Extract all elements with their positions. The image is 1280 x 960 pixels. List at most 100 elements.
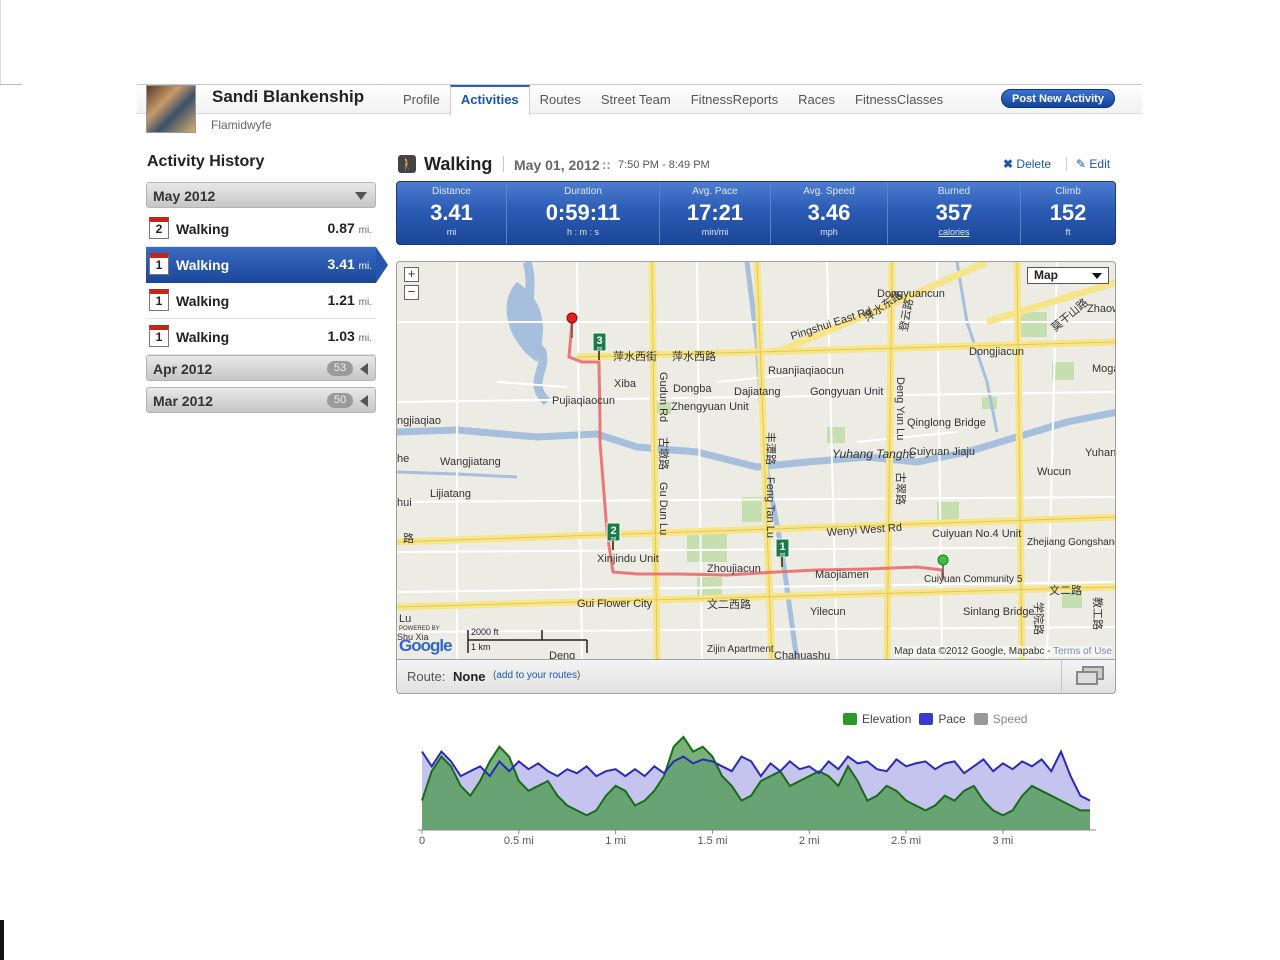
svg-text:ngjiaqiao: ngjiaqiao [397, 415, 441, 427]
count-badge: 53 [327, 361, 353, 376]
month-label: May 2012 [153, 188, 216, 204]
mile-marker-1: 1 mi [775, 538, 790, 567]
chevron-left-icon [360, 395, 368, 407]
month-label: Apr 2012 [153, 361, 213, 377]
zoom-out-button[interactable]: − [404, 285, 419, 300]
svg-text:Wenyi West Rd: Wenyi West Rd [826, 522, 902, 539]
svg-text:文二西路: 文二西路 [707, 597, 751, 611]
start-pin-icon [566, 312, 578, 338]
legend-speed[interactable]: Speed [973, 712, 1027, 726]
activity-distance: 3.41 mi. [327, 256, 372, 272]
svg-text:Dongjiacun: Dongjiacun [969, 346, 1024, 358]
avatar[interactable] [146, 85, 196, 133]
x-tick-label: 0.5 mi [504, 835, 534, 847]
legend-elevation[interactable]: Elevation [843, 712, 911, 726]
legend-pace[interactable]: Pace [919, 712, 966, 726]
fullscreen-icon[interactable] [1061, 660, 1115, 694]
tab-activities[interactable]: Activities [449, 85, 530, 115]
svg-text:Gudun Rd: Gudun Rd [657, 372, 669, 422]
tab-fitness-classes[interactable]: FitnessClasses [855, 92, 944, 107]
edit-button[interactable]: ✎ Edit [1076, 157, 1111, 171]
svg-text:Cuiyuan No.4 Unit: Cuiyuan No.4 Unit [932, 528, 1021, 540]
elevation-pace-chart[interactable]: 0 0.5 mi 1 mi 1.5 mi 2 mi 2.5 mi 3 mi [410, 730, 1110, 850]
x-tick-label: 3 mi [992, 835, 1013, 847]
post-new-activity-button[interactable]: Post New Activity [1001, 89, 1115, 108]
stat-avg-pace: Avg. Pace 17:21 min/mi [660, 182, 771, 244]
x-tick-label: 0 [419, 835, 425, 847]
svg-text:Xiba: Xiba [614, 378, 637, 390]
map-canvas[interactable]: 3 mi 2 mi 1 mi Dongyuancun Dongjiacun Pi… [397, 262, 1116, 660]
svg-text:丰潭路: 丰潭路 [764, 432, 777, 465]
stat-distance: Distance 3.41 mi [397, 182, 507, 244]
activity-distance: 0.87 mi. [327, 220, 372, 236]
activity-distance: 1.03 mi. [327, 328, 372, 344]
chevron-down-icon [1092, 273, 1102, 279]
tab-races[interactable]: Races [798, 92, 836, 107]
svg-text:古翠路: 古翠路 [894, 472, 907, 505]
stat-burned[interactable]: Burned 357 calories [888, 182, 1021, 244]
svg-text:古墩路: 古墩路 [657, 437, 671, 470]
svg-text:Lu: Lu [399, 613, 411, 625]
svg-text:Ruanjiaqiaocun: Ruanjiaqiaocun [768, 365, 844, 377]
svg-text:Gongyuan Unit: Gongyuan Unit [810, 386, 883, 398]
svg-text:教工路: 教工路 [1091, 597, 1104, 630]
svg-text:Pujiaqiaocun: Pujiaqiaocun [552, 395, 615, 407]
pencil-icon: ✎ [1076, 157, 1087, 171]
svg-text:Cuiyuan Community 5: Cuiyuan Community 5 [924, 574, 1023, 585]
activity-row[interactable]: 1 Walking 1.03 mi. [146, 319, 376, 355]
window-edge [0, 0, 1, 84]
chevron-left-icon [360, 363, 368, 375]
tab-street-team[interactable]: Street Team [600, 92, 671, 107]
mile-marker-2: 2 mi [606, 522, 621, 550]
route-map[interactable]: 3 mi 2 mi 1 mi Dongyuancun Dongjiacun Pi… [396, 261, 1116, 660]
svg-text:Gu Dun Lu: Gu Dun Lu [657, 482, 669, 535]
x-tick-label: 1 mi [605, 835, 626, 847]
main-nav: Profile Activities Routes Street Team Fi… [393, 85, 953, 115]
svg-text:Cuiyuan Jiaju: Cuiyuan Jiaju [909, 446, 975, 458]
route-label: Route: [407, 669, 446, 684]
activity-name: Walking [176, 329, 230, 345]
svg-text:Qinglong Bridge: Qinglong Bridge [907, 417, 986, 429]
terms-of-use-link[interactable]: Terms of Use [1053, 646, 1112, 657]
month-may-2012[interactable]: May 2012 [146, 182, 376, 208]
svg-text:Yuhang Tanghe: Yuhang Tanghe [832, 447, 916, 461]
svg-text:Wangjiatang: Wangjiatang [440, 456, 501, 468]
activity-row[interactable]: 2 Walking 0.87 mi. [146, 211, 376, 247]
svg-text:文二路: 文二路 [1049, 583, 1082, 597]
month-mar-2012[interactable]: Mar 2012 50 [146, 387, 376, 413]
tab-routes[interactable]: Routes [539, 92, 581, 107]
svg-text:Lijiatang: Lijiatang [430, 488, 471, 500]
delete-button[interactable]: ✖ Delete [1003, 157, 1052, 171]
activity-row-selected[interactable]: 1 Walking 3.41 mi. [146, 247, 388, 283]
x-tick-label: 2 mi [799, 835, 820, 847]
major-roads-edge [397, 262, 1115, 659]
activity-name: Walking [176, 221, 230, 237]
user-handle: Flamidwyfe [211, 118, 272, 132]
close-icon: ✖ [1003, 157, 1014, 171]
svg-text:Wucun: Wucun [1037, 466, 1071, 478]
divider [503, 156, 504, 172]
add-to-routes-link[interactable]: add to your routes [496, 670, 577, 681]
svg-text:hui: hui [397, 497, 412, 509]
activity-title: Walking [424, 154, 493, 174]
activity-row[interactable]: 1 Walking 1.21 mi. [146, 283, 376, 319]
google-logo[interactable]: Google [399, 636, 453, 655]
tab-profile[interactable]: Profile [403, 92, 440, 107]
user-name[interactable]: Sandi Blankenship [212, 87, 365, 106]
activity-history-title: Activity History [147, 153, 265, 170]
svg-text:2: 2 [610, 525, 616, 537]
map-type-select[interactable]: Map [1027, 267, 1109, 284]
svg-text:Dajiatang: Dajiatang [734, 386, 780, 398]
svg-text:Moga: Moga [1092, 363, 1116, 375]
scale-bar [467, 630, 588, 653]
zoom-in-button[interactable]: + [404, 267, 419, 282]
calendar-icon: 1 [149, 289, 169, 311]
chart-legend: Elevation Pace Speed [843, 712, 1035, 726]
svg-text:学院路: 学院路 [1032, 602, 1046, 635]
powered-by-label: POWERED BY [399, 626, 440, 632]
svg-text:mi: mi [780, 552, 785, 558]
svg-text:Shu Xia: Shu Xia [397, 632, 429, 642]
svg-text:Zhejiang Gongshang University: Zhejiang Gongshang University [1027, 537, 1116, 548]
tab-fitness-reports[interactable]: FitnessReports [690, 92, 779, 107]
month-apr-2012[interactable]: Apr 2012 53 [146, 355, 376, 381]
